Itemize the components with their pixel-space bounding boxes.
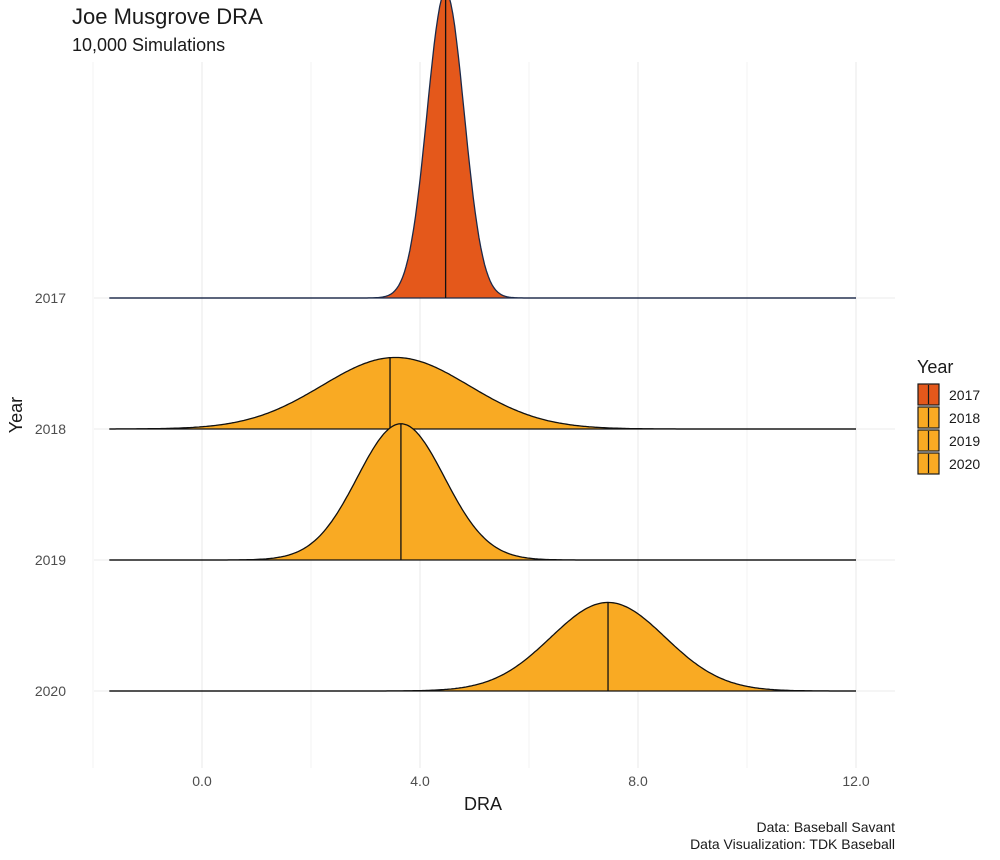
ridge-fill-2017: [109, 0, 856, 298]
x-tick-label: 4.0: [410, 773, 430, 789]
y-tick-label: 2019: [35, 552, 66, 568]
y-axis-title: Year: [6, 397, 26, 433]
ridge-fill-2020: [109, 602, 856, 691]
legend-label-2017: 2017: [949, 387, 980, 403]
y-tick-label: 2017: [35, 290, 66, 306]
ridges: [109, 0, 856, 692]
y-tick-label: 2018: [35, 421, 66, 437]
caption: Data: Baseball Savant Data Visualization…: [690, 819, 895, 853]
legend: Year 2017 2018 2019 2020: [917, 357, 980, 475]
ridge-outline-2020: [109, 601, 856, 692]
ridge-fill-2019: [109, 423, 856, 560]
legend-label-2020: 2020: [949, 456, 980, 472]
chart-subtitle: 10,000 Simulations: [72, 35, 226, 55]
caption-credit: Data Visualization: TDK Baseball: [690, 836, 895, 852]
x-tick-label: 12.0: [842, 773, 869, 789]
x-axis-title: DRA: [464, 794, 502, 814]
legend-label-2018: 2018: [949, 410, 980, 426]
caption-source: Data: Baseball Savant: [756, 819, 895, 835]
y-tick-labels: 2017 2018 2019 2020: [35, 290, 66, 699]
legend-label-2019: 2019: [949, 433, 980, 449]
y-tick-label: 2020: [35, 683, 66, 699]
legend-title: Year: [917, 357, 953, 377]
x-tick-label: 0.0: [192, 773, 212, 789]
x-tick-labels: 0.0 4.0 8.0 12.0: [192, 773, 870, 789]
chart-title: Joe Musgrove DRA: [72, 4, 263, 29]
x-tick-label: 8.0: [628, 773, 648, 789]
ridge-fill-2018: [109, 357, 856, 429]
ridge-outline-2017: [109, 0, 856, 299]
